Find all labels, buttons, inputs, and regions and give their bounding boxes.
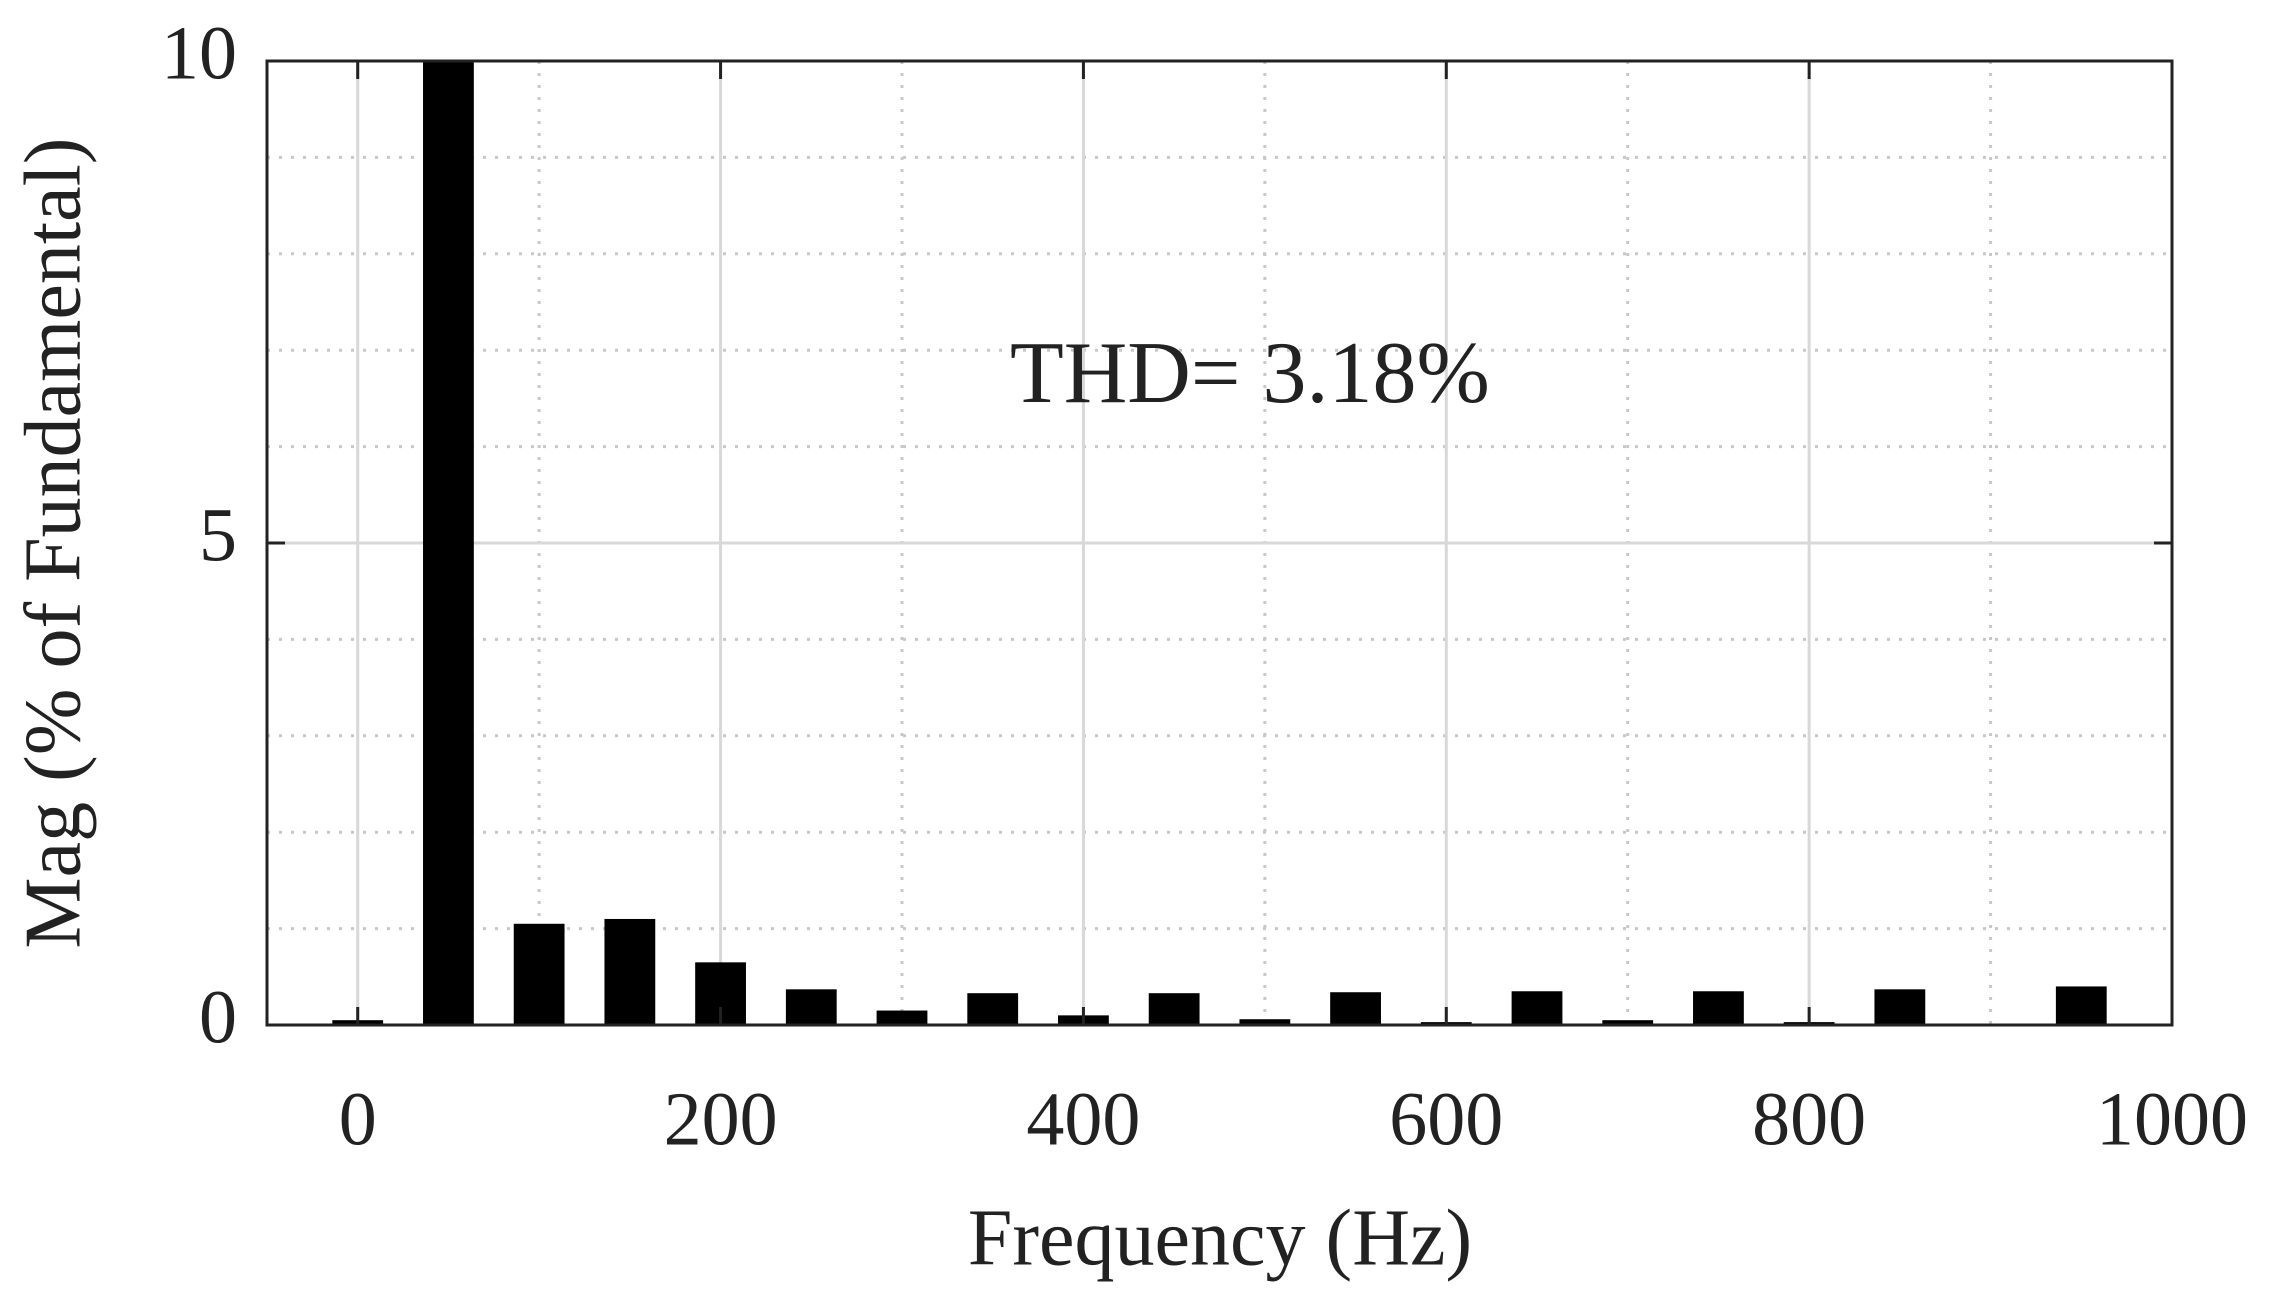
x-tick-label: 800 xyxy=(1752,1077,1866,1161)
y-tick-label: 5 xyxy=(199,493,237,577)
bar xyxy=(423,61,474,1025)
bar xyxy=(1602,1020,1654,1025)
bar xyxy=(2055,986,2107,1025)
bar xyxy=(876,1010,928,1025)
bar xyxy=(1874,989,1926,1025)
y-tick-label: 0 xyxy=(199,975,237,1059)
x-tick-label: 200 xyxy=(664,1077,778,1161)
bar xyxy=(513,923,565,1025)
x-tick-label: 1000 xyxy=(2096,1077,2248,1161)
bar xyxy=(785,989,837,1025)
bar xyxy=(1239,1019,1291,1025)
x-axis-label: Frequency (Hz) xyxy=(968,1194,1472,1282)
bar xyxy=(967,993,1019,1025)
bar xyxy=(1511,991,1563,1025)
bar xyxy=(1148,993,1200,1025)
y-axis-label: Mag (% of Fundamental) xyxy=(9,138,97,949)
y-tick-label: 10 xyxy=(161,11,237,95)
x-tick-label: 0 xyxy=(339,1077,377,1161)
x-tick-label: 600 xyxy=(1389,1077,1503,1161)
bar xyxy=(604,918,656,1025)
bar xyxy=(1693,991,1744,1025)
bar xyxy=(1330,992,1381,1025)
x-tick-label: 400 xyxy=(1026,1077,1140,1161)
annotation: THD= 3.18% xyxy=(1010,325,1490,422)
